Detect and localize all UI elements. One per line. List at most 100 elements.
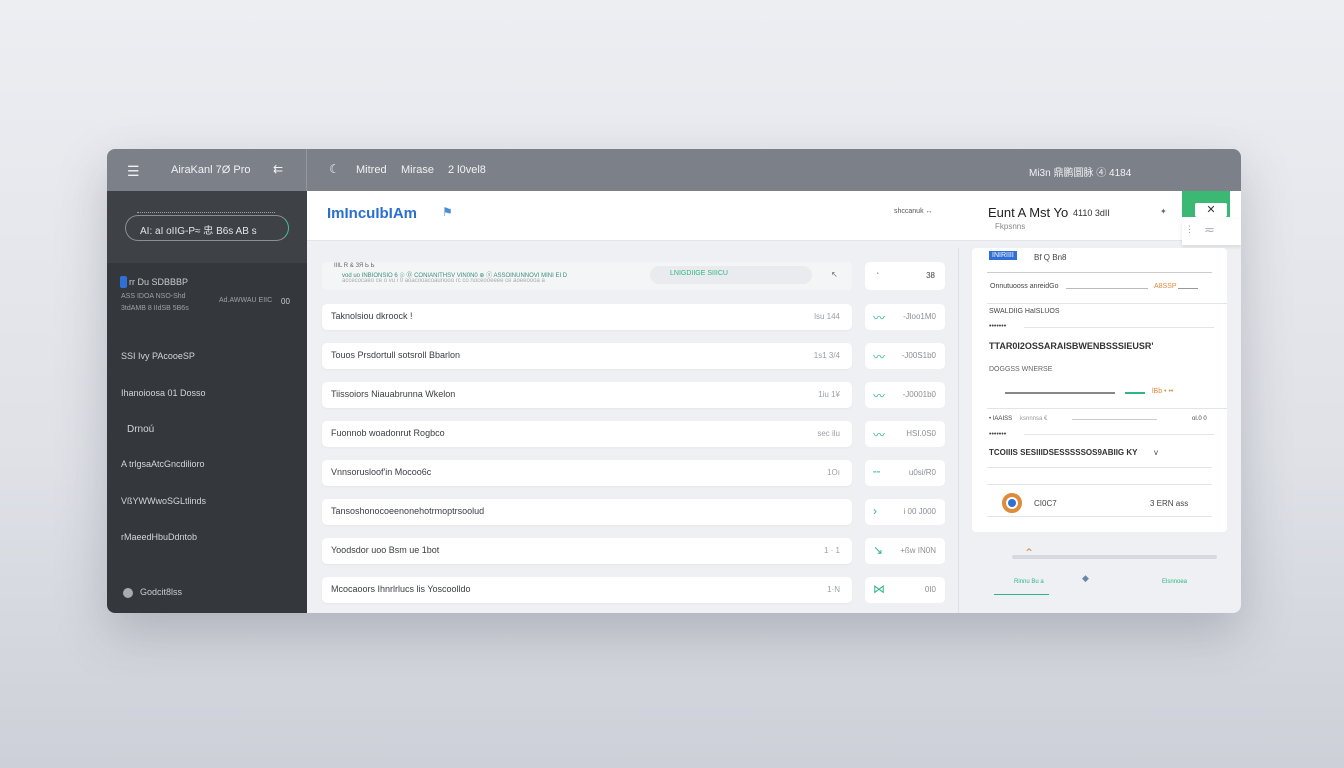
footer-tab[interactable]: Elsnnoea	[1162, 579, 1188, 585]
footer-tab[interactable]: Rinnu Bu a	[1014, 579, 1044, 585]
search-pill[interactable]: AI: aI oIIG-P≈ 忠 B6s AB s	[125, 215, 289, 241]
list-row[interactable]: Touos Prsdortull sotsroll Bbarlon 1s1 3/…	[322, 343, 852, 369]
row-label: Tiissoiors Niauabrunna Wkelon	[331, 389, 456, 399]
trend-box[interactable]: 〰 -J0001b0	[865, 382, 945, 408]
row-mid[interactable]: ksnnnsa €	[1020, 416, 1048, 422]
account-info[interactable]: Mi3n 鼎鹏圜脉 ④ 4184	[1029, 168, 1132, 179]
user-avatar-icon	[123, 588, 133, 598]
trend-value: 0I0	[924, 585, 936, 594]
collapse-icon[interactable]: ⇇	[273, 162, 284, 176]
card-subtitle: Fkpsnns	[995, 222, 1026, 231]
menu-icon[interactable]: ☰	[127, 163, 140, 179]
trend-box[interactable]: › i 00 J000	[865, 499, 945, 525]
slider-track[interactable]	[1072, 419, 1157, 420]
row-value: ol.0 0	[1192, 416, 1207, 422]
pin-icon[interactable]: ✦	[1160, 207, 1167, 216]
sidebar-item[interactable]: Drnoú	[127, 424, 155, 435]
tag-badge: INIRIIII	[989, 251, 1017, 260]
app-window: ☰ AiraKanl 7Ø Pro ⇇ ☾ Mitred Mirase 2 l0…	[107, 149, 1241, 613]
row-meta: 1·N	[827, 585, 840, 594]
expand-icon[interactable]: ↖	[831, 270, 838, 279]
progress-slider[interactable]	[1012, 555, 1217, 559]
list-row[interactable]: Vnnsorusloof'in Mocoo6c 1Oı	[322, 460, 852, 486]
row-meta: sec ilu	[817, 429, 840, 438]
trend-chevron-icon: ›	[873, 504, 877, 518]
list-row[interactable]: Yoodsdor uoo Bsm ue 1bot 1 · 1	[322, 538, 852, 564]
user-name[interactable]: Godcit8lss	[140, 587, 183, 597]
section-right: Ad.AWWAU EIIC	[219, 297, 273, 304]
card-toolbar: ⋮ ≂	[1182, 219, 1241, 245]
search-input[interactable]: LNIGDIIGE SIIICU	[650, 266, 812, 284]
filter-line: vod uo INBIONSIO 6 ☉ ⓪ CONIANITHSV VIN0N…	[342, 273, 568, 279]
trend-value: u0si/R0	[908, 468, 936, 477]
dots: •••••••	[989, 431, 1007, 438]
status-badge: A8SSP	[1154, 283, 1177, 290]
filter-line: accecocaeo ce o vu i 0 aoacooacoaunooo r…	[342, 278, 545, 284]
tab-underline	[994, 594, 1049, 595]
row-meta: 1 · 1	[823, 546, 840, 555]
chevron-down-icon[interactable]: v	[1154, 448, 1158, 457]
trend-box[interactable]: ╌ u0si/R0	[865, 460, 945, 486]
divider	[137, 212, 275, 213]
trend-value: +ßw IN0N	[900, 546, 936, 555]
trend-box[interactable]: ⋈ 0I0	[865, 577, 945, 603]
dots: •••••••	[989, 323, 1007, 330]
trend-box[interactable]: 〰 -J00S1b0	[865, 343, 945, 369]
row-label: Vnnsorusloof'in Mocoo6c	[331, 467, 432, 477]
sidebar-item[interactable]: rMaeedHbuDdntob	[121, 532, 198, 542]
trend-box[interactable]: 〰 -Jloo1M0	[865, 304, 945, 330]
label: SWALDIIG HaISLUOS	[989, 308, 1060, 315]
section-marker-icon	[120, 276, 127, 288]
sidebar-item[interactable]: Ihanoioosa 01 Dosso	[121, 388, 206, 398]
chevron-up-icon[interactable]: ⌃	[1024, 546, 1035, 560]
nav-item[interactable]: Mitred	[356, 164, 387, 176]
trend-up-icon: 〰	[873, 311, 886, 325]
nav-item[interactable]: Mirase	[401, 164, 435, 176]
detail-panel: INIRIIII Bf Q Bn8 Onnutuooss anreidGo A8…	[972, 248, 1227, 532]
trend-value: HSI.0S0	[906, 429, 936, 438]
trend-box[interactable]: ↘ +ßw IN0N	[865, 538, 945, 564]
filter-icon[interactable]: ≂	[1204, 222, 1215, 237]
top-bar: ☰ AiraKanl 7Ø Pro ⇇ ☾ Mitred Mirase 2 l0…	[107, 149, 1241, 191]
label: DOGGSS WNERSE	[989, 366, 1053, 373]
row-meta: lsu 144	[814, 312, 840, 321]
list-row[interactable]: Mcocaoors Ihnrlrlucs lis Yoscoolldo 1·N	[322, 577, 852, 603]
flag-icon[interactable]: ⚑	[442, 205, 453, 219]
filter-line: IIIL R & ЗЯ Ь Ь	[334, 263, 375, 269]
row-label: Fuonnob woadonrut Rogbco	[331, 428, 445, 438]
app-title: AiraKanl 7Ø Pro	[171, 164, 251, 176]
list-row[interactable]: Tansoshonocoeenonehotrmoptrsoolud	[322, 499, 852, 525]
section-sub: ASS IDOA NSO-Shd	[121, 293, 186, 300]
sidebar-item[interactable]: VßYWWwoSGLtlinds	[121, 496, 207, 506]
trend-up-icon: 〰	[873, 389, 886, 403]
status-text: shccanuk ↔	[894, 208, 933, 215]
list-row[interactable]: Taknolsiou dkroock ! lsu 144	[322, 304, 852, 330]
diamond-icon[interactable]: ◆	[1082, 573, 1089, 583]
sidebar-header: AI: aI oIIG-P≈ 忠 B6s AB s	[107, 191, 307, 263]
row-meta: 1iu 1¥	[818, 390, 840, 399]
nav-item[interactable]: 2 l0vel8	[448, 164, 486, 176]
grip-icon[interactable]: ⋮	[1185, 224, 1194, 234]
trend-arrow-icon: ↘	[873, 543, 884, 557]
trend-value: -J00S1b0	[901, 351, 936, 360]
trend-value: -J0001b0	[902, 390, 936, 399]
section-label: rr Du SDBBBP	[129, 277, 189, 287]
avatar-name: CI0C7	[1034, 499, 1057, 508]
sidebar-item[interactable]: SSI Ivy PAcooeSP	[121, 351, 195, 361]
back-icon[interactable]: ☾	[329, 162, 340, 176]
sidebar-item[interactable]: A trlgsaAtcGncdilioro	[121, 459, 205, 469]
row-label: Tansoshonocoeenonehotrmoptrsoolud	[331, 506, 485, 516]
trend-box[interactable]: 〰 HSI.0S0	[865, 421, 945, 447]
meter-text: lBb • ••	[1152, 388, 1174, 395]
filter-box[interactable]: ʻ 38	[865, 262, 945, 290]
sidebar: AI: aI oIIG-P≈ 忠 B6s AB s rr Du SDBBBP A…	[107, 191, 307, 613]
card-title-suffix: 4110 3dII	[1073, 208, 1110, 218]
list-row[interactable]: Fuonnob woadonrut Rogbco sec ilu	[322, 421, 852, 447]
heading: TCOIIIS SESIIIDSESSSSSOS9ABIIG KY	[989, 448, 1138, 457]
section-sub: 3tdAMB 8 IIdSB 5B6s	[121, 305, 189, 312]
close-button[interactable]: ✕	[1195, 203, 1227, 217]
trend-down-icon: 〰	[873, 350, 886, 364]
list-row[interactable]: Tiissoiors Niauabrunna Wkelon 1iu 1¥	[322, 382, 852, 408]
row-label: Yoodsdor uoo Bsm ue 1bot	[331, 545, 440, 555]
avatar-meta: 3 ERN ass	[1150, 499, 1189, 508]
